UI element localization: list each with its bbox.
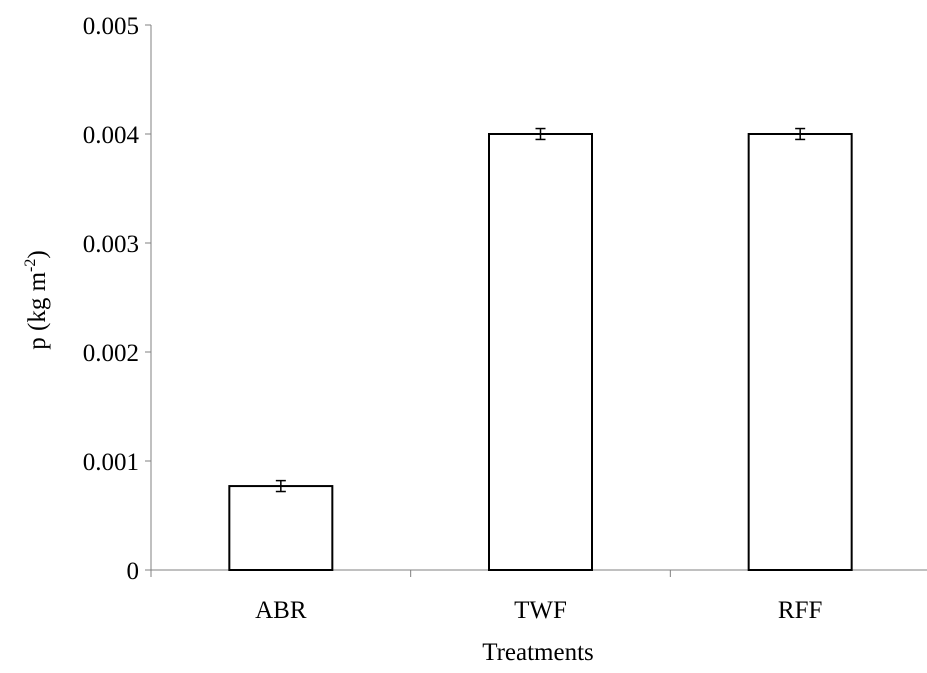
error-bar-rff bbox=[795, 127, 806, 141]
bar-abr bbox=[228, 485, 334, 572]
y-axis-title-suffix: ) bbox=[24, 250, 51, 258]
x-tick-label: TWF bbox=[514, 597, 567, 624]
x-tick-label: ABR bbox=[255, 597, 307, 624]
x-tick-label: RFF bbox=[778, 597, 822, 624]
y-tick-label: 0.005 bbox=[83, 13, 139, 40]
x-axis-title: Treatments bbox=[482, 639, 594, 666]
y-tick-label: 0.002 bbox=[83, 340, 139, 367]
error-bar-abr bbox=[275, 479, 286, 493]
bar-rff bbox=[747, 133, 853, 571]
y-axis-title-superscript: -2 bbox=[22, 259, 39, 272]
y-axis: 0 0.001 0.002 0.003 0.004 0.005 bbox=[83, 13, 152, 585]
y-axis-title-prefix: p (kg m bbox=[24, 271, 51, 349]
y-tick-label: 0.001 bbox=[83, 449, 139, 476]
y-axis-title: p (kg m-2) bbox=[22, 250, 51, 349]
x-axis: ABR TWF RFF bbox=[150, 569, 927, 624]
bars-group bbox=[228, 133, 853, 572]
error-bars-group bbox=[275, 127, 806, 493]
error-bar-twf bbox=[535, 127, 546, 141]
bar-twf bbox=[488, 133, 593, 571]
y-tick-label: 0 bbox=[127, 558, 140, 585]
y-tick-label: 0.003 bbox=[83, 231, 139, 258]
y-tick-label: 0.004 bbox=[83, 122, 140, 149]
